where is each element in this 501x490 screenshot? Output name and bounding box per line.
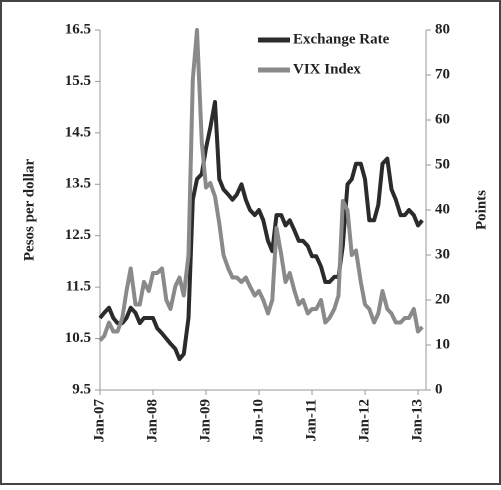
y-tick-label: 13.5	[65, 176, 91, 192]
y2-tick-label: 40	[435, 201, 450, 217]
x-tick-label: Jan-12	[356, 399, 372, 442]
y-axis-label: Pesos per dollar	[21, 159, 37, 262]
x-tick-label: Jan-10	[250, 399, 266, 442]
y2-tick-label: 50	[435, 156, 450, 172]
x-tick-label: Jan-11	[303, 399, 319, 442]
legend-label: VIX Index	[293, 61, 361, 77]
x-tick-label: Jan-08	[144, 399, 160, 442]
line-series	[98, 100, 424, 362]
y2-tick-label: 60	[435, 111, 450, 127]
y-tick-label: 9.5	[72, 381, 91, 397]
x-tick-label: Jan-09	[197, 399, 213, 442]
y2-tick-label: 80	[435, 21, 450, 37]
y-tick-label: 16.5	[65, 21, 91, 37]
y-tick-label: 11.5	[66, 279, 91, 295]
y2-tick-label: 70	[435, 66, 450, 82]
y2-tick-label: 0	[435, 381, 443, 397]
x-tick-label: Jan-13	[409, 399, 425, 442]
y-tick-label: 14.5	[65, 124, 91, 140]
y2-tick-label: 10	[435, 336, 450, 352]
y2-tick-label: 20	[435, 291, 450, 307]
y2-tick-label: 30	[435, 246, 450, 262]
y-tick-label: 15.5	[65, 73, 91, 89]
x-tick-label: Jan-07	[91, 399, 107, 443]
line-series	[98, 28, 424, 342]
y-tick-label: 10.5	[65, 330, 91, 346]
y-tick-label: 12.5	[65, 227, 91, 243]
y2-axis-label: Points	[473, 190, 489, 230]
legend-label: Exchange Rate	[293, 31, 390, 47]
